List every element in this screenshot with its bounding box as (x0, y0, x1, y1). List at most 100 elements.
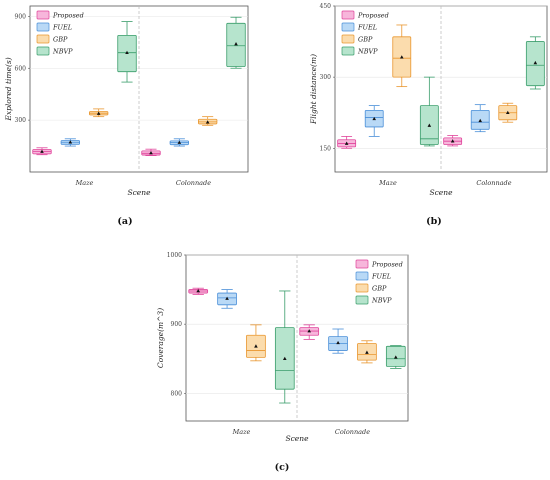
box-proposed-colonnade (299, 324, 320, 340)
box-gbp-maze (246, 324, 266, 362)
legend-swatch-nbvp (355, 295, 369, 305)
box-proposed-maze (188, 287, 209, 295)
x-category-label-colonnade: Colonnade (476, 179, 511, 187)
legend: Proposed FUEL GBP NBVP (341, 10, 389, 56)
box-gbp-maze (89, 108, 109, 118)
box-nbvp-colonnade (525, 36, 545, 90)
mean-marker (393, 355, 398, 359)
panel-label: (b) (426, 216, 442, 227)
mean-marker (68, 140, 73, 144)
legend-label-nbvp: NBVP (52, 48, 73, 56)
mean-marker (125, 50, 129, 54)
mean-marker (205, 120, 210, 124)
mean-marker (225, 296, 229, 300)
y-tick-label: 450 (320, 3, 332, 10)
box-proposed-maze (337, 136, 357, 149)
box-fuel-maze (60, 138, 80, 147)
box-nbvp-maze (419, 76, 439, 147)
legend-label-fuel: FUEL (371, 273, 391, 281)
box-gbp-colonnade (498, 102, 518, 123)
y-axis-label: Coverage(m^3) (156, 308, 165, 368)
legend-swatch-proposed (341, 10, 355, 20)
panel-3: 800 900 1000 Maze Colonnade Proposed FUEL GBP NB… (156, 252, 409, 473)
x-category-label-maze: Maze (75, 179, 94, 187)
y-tick-label: 900 (171, 321, 183, 328)
legend-label-nbvp: NBVP (357, 48, 378, 56)
box-nbvp-maze (274, 290, 295, 404)
box-fuel-maze (217, 289, 237, 309)
mean-marker (196, 288, 201, 293)
box-proposed-maze (32, 147, 52, 156)
legend-swatch-fuel (36, 22, 50, 32)
mean-marker (177, 140, 182, 144)
mean-marker (372, 116, 377, 121)
legend-swatch-fuel (341, 22, 355, 32)
legend-swatch-proposed (36, 10, 50, 20)
x-axis-label: Scene (429, 188, 453, 197)
x-category-label-maze: Maze (232, 428, 251, 436)
y-tick-label: 800 (171, 390, 183, 397)
mean-marker (336, 340, 340, 345)
panel-label: (a) (117, 216, 132, 227)
legend-label-fuel: FUEL (52, 24, 72, 32)
box-gbp-maze (392, 24, 412, 88)
legend: Proposed FUEL GBP NBVP (36, 10, 84, 56)
panel-label: (c) (275, 462, 290, 473)
box-nbvp-maze (117, 21, 137, 83)
box-fuel-maze (364, 105, 384, 137)
legend-swatch-gbp (36, 34, 50, 44)
x-axis-label: Scene (285, 434, 309, 443)
legend-label-gbp: GBP (358, 36, 373, 44)
y-axis-label: Flight distance(m) (309, 54, 318, 125)
box-proposed-colonnade (443, 135, 463, 147)
legend-label-gbp: GBP (372, 285, 387, 293)
box-gbp-colonnade (198, 116, 218, 126)
y-tick-label: 1000 (167, 252, 182, 259)
mean-marker (254, 344, 258, 348)
mean-marker (40, 149, 44, 153)
x-category-label-colonnade: Colonnade (335, 428, 370, 436)
y-tick-label: 300 (15, 117, 27, 124)
y-tick-label: 900 (15, 13, 27, 20)
x-axis-label: Scene (127, 188, 151, 197)
legend-swatch-gbp (355, 283, 369, 293)
y-axis-label: Explored time(s) (4, 57, 13, 121)
mean-marker (234, 42, 238, 46)
panel-1: 300 600 900 Maze Colonnade Proposed FUEL GBP NBV… (4, 5, 249, 227)
legend-swatch-nbvp (341, 46, 355, 56)
x-category-label-colonnade: Colonnade (176, 179, 211, 187)
legend-swatch-gbp (341, 34, 355, 44)
mean-marker (282, 356, 287, 361)
box-nbvp-colonnade (385, 345, 406, 369)
box-nbvp-colonnade (226, 16, 246, 69)
legend-label-fuel: FUEL (357, 24, 377, 32)
y-tick-label: 300 (320, 74, 332, 81)
legend-label-gbp: GBP (53, 36, 68, 44)
mean-marker (96, 111, 101, 115)
legend-swatch-proposed (355, 259, 369, 269)
mean-marker (478, 118, 483, 123)
y-tick-label: 600 (15, 65, 27, 72)
box-proposed-colonnade (141, 148, 161, 156)
legend-label-nbvp: NBVP (371, 297, 392, 305)
legend-label-proposed: Proposed (371, 261, 403, 269)
box-fuel-colonnade (328, 328, 348, 354)
mean-marker (149, 150, 153, 155)
mean-marker (365, 350, 369, 354)
legend-swatch-fuel (355, 271, 369, 281)
legend-label-proposed: Proposed (52, 12, 84, 20)
panel-2: 150 300 450 Maze Colonnade Proposed FUEL GBP NBV… (309, 3, 548, 227)
legend-label-proposed: Proposed (357, 12, 389, 20)
box-fuel-colonnade (169, 138, 189, 147)
mean-marker (533, 60, 538, 65)
mean-marker (505, 110, 510, 115)
legend-swatch-nbvp (36, 46, 50, 56)
x-category-label-maze: Maze (378, 179, 397, 187)
mean-marker (427, 123, 432, 127)
y-tick-label: 150 (320, 145, 332, 152)
box-fuel-colonnade (470, 104, 490, 133)
box-gbp-colonnade (357, 340, 377, 364)
mean-marker (307, 329, 312, 333)
legend: Proposed FUEL GBP NBVP (355, 259, 403, 305)
